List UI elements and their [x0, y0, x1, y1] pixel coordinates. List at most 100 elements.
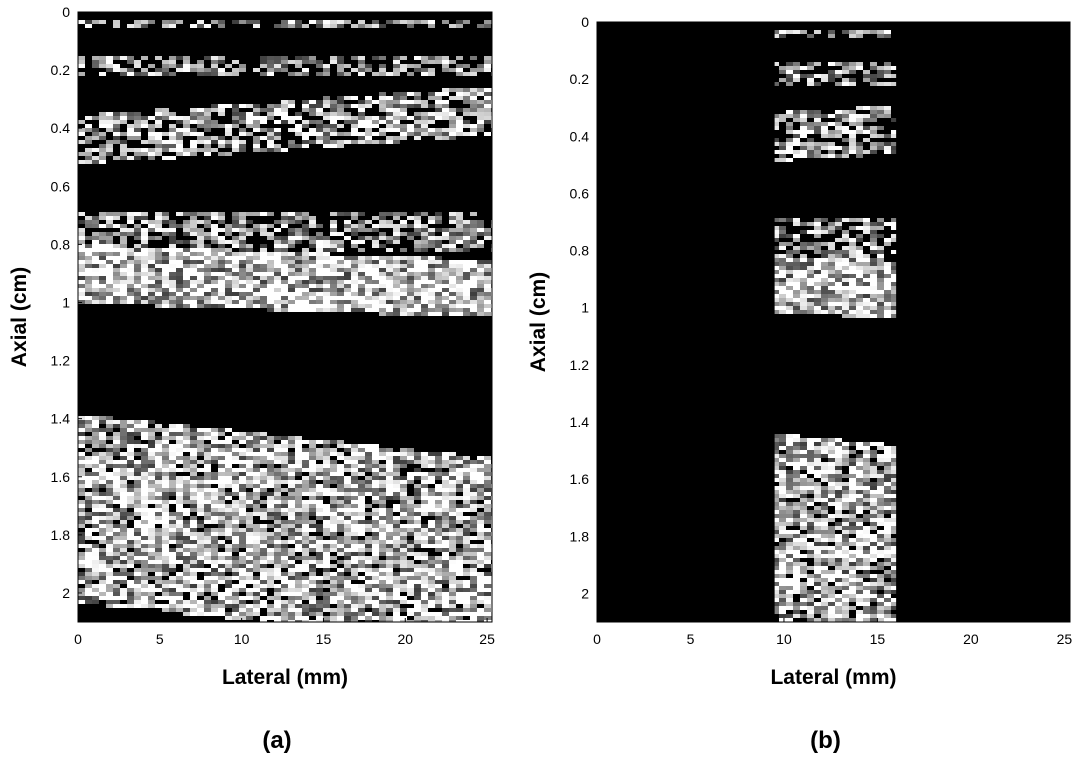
speckle: [884, 74, 891, 78]
speckle: [351, 516, 358, 520]
speckle: [351, 520, 358, 524]
speckle: [78, 588, 85, 592]
speckle: [141, 244, 148, 248]
speckle: [197, 280, 204, 284]
speckle: [232, 148, 239, 152]
speckle: [260, 296, 267, 300]
speckle: [330, 308, 337, 312]
speckle: [379, 608, 386, 612]
speckle: [337, 288, 344, 292]
speckle: [302, 584, 309, 588]
speckle: [323, 444, 330, 448]
speckle: [365, 576, 372, 580]
speckle: [141, 460, 148, 464]
speckle: [169, 528, 176, 532]
speckle: [449, 468, 456, 472]
speckle: [218, 464, 225, 468]
speckle: [449, 88, 456, 92]
speckle: [386, 492, 393, 496]
speckle: [316, 132, 323, 136]
speckle: [386, 552, 393, 556]
speckle: [85, 220, 92, 224]
speckle: [162, 232, 169, 236]
speckle: [456, 496, 463, 500]
speckle: [260, 136, 267, 140]
speckle: [127, 460, 134, 464]
speckle: [99, 444, 106, 448]
speckle: [393, 524, 400, 528]
speckle: [204, 272, 211, 276]
speckle: [204, 516, 211, 520]
speckle: [407, 472, 414, 476]
speckle: [351, 24, 358, 28]
speckle: [134, 500, 141, 504]
speckle: [134, 24, 141, 28]
speckle: [274, 436, 281, 440]
speckle: [421, 504, 428, 508]
speckle: [302, 440, 309, 444]
speckle: [344, 448, 351, 452]
speckle: [295, 456, 302, 460]
speckle: [337, 504, 344, 508]
speckle: [225, 588, 232, 592]
speckle: [379, 116, 386, 120]
speckle: [267, 116, 274, 120]
speckle: [288, 260, 295, 264]
speckle: [323, 104, 330, 108]
speckle: [428, 236, 435, 240]
speckle: [148, 544, 155, 548]
speckle: [134, 232, 141, 236]
speckle: [365, 504, 372, 508]
speckle: [344, 236, 351, 240]
speckle: [393, 476, 400, 480]
speckle: [176, 444, 183, 448]
speckle: [85, 128, 92, 132]
speckle: [295, 568, 302, 572]
speckle: [386, 540, 393, 544]
speckle: [470, 468, 477, 472]
speckle: [106, 536, 113, 540]
speckle: [393, 536, 400, 540]
speckle: [414, 292, 421, 296]
speckle: [274, 472, 281, 476]
speckle: [85, 440, 92, 444]
speckle: [106, 520, 113, 524]
speckle: [99, 72, 106, 76]
speckle: [400, 92, 407, 96]
speckle: [78, 284, 85, 288]
speckle: [316, 284, 323, 288]
speckle: [211, 572, 218, 576]
speckle: [393, 92, 400, 96]
speckle: [225, 544, 232, 548]
speckle: [169, 580, 176, 584]
speckle: [456, 240, 463, 244]
speckle: [421, 596, 428, 600]
speckle: [365, 264, 372, 268]
speckle: [253, 252, 260, 256]
speckle: [106, 296, 113, 300]
speckle: [127, 252, 134, 256]
speckle: [162, 248, 169, 252]
speckle: [379, 512, 386, 516]
speckle: [183, 292, 190, 296]
speckle: [414, 596, 421, 600]
speckle: [260, 256, 267, 260]
speckle: [120, 508, 127, 512]
speckle: [421, 244, 428, 248]
speckle: [197, 256, 204, 260]
speckle: [155, 268, 162, 272]
speckle: [400, 460, 407, 464]
speckle: [302, 524, 309, 528]
speckle: [449, 556, 456, 560]
speckle: [274, 276, 281, 280]
speckle: [99, 568, 106, 572]
speckle: [78, 140, 85, 144]
speckle: [428, 564, 435, 568]
speckle: [379, 588, 386, 592]
speckle: [470, 260, 477, 264]
speckle: [225, 248, 232, 252]
speckle: [386, 124, 393, 128]
speckle: [162, 608, 169, 612]
speckle: [309, 216, 316, 220]
speckle: [246, 448, 253, 452]
